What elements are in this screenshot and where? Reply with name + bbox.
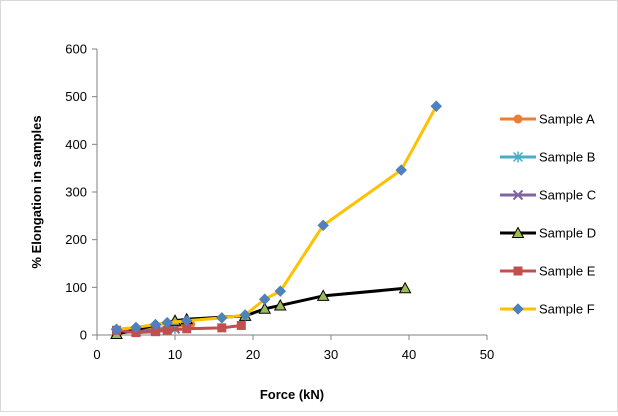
legend-label: Sample E bbox=[539, 264, 596, 279]
legend-marker bbox=[512, 189, 524, 201]
x-tick-label: 30 bbox=[324, 347, 338, 362]
data-point-sample-f bbox=[274, 285, 287, 298]
legend-item-sample-d: Sample D bbox=[500, 226, 596, 241]
data-point-sample-f bbox=[215, 311, 228, 324]
legend-marker bbox=[511, 226, 525, 238]
legend-label: Sample D bbox=[539, 226, 596, 241]
series-group bbox=[110, 100, 443, 340]
y-tick-label: 100 bbox=[65, 280, 87, 295]
y-tick-label: 400 bbox=[65, 137, 87, 152]
data-point-sample-f bbox=[180, 314, 193, 327]
data-point-sample-f bbox=[239, 309, 252, 321]
legend-item-sample-b: Sample B bbox=[500, 150, 595, 165]
x-tick-label: 10 bbox=[168, 347, 182, 362]
data-point-sample-e bbox=[151, 327, 160, 337]
y-tick-label: 0 bbox=[80, 328, 87, 343]
legend-marker bbox=[513, 266, 523, 276]
y-tick-label: 300 bbox=[65, 185, 87, 200]
y-tick-label: 600 bbox=[65, 42, 87, 57]
axes bbox=[92, 48, 488, 340]
y-tick-label: 500 bbox=[65, 89, 87, 104]
x-tick-label: 0 bbox=[93, 347, 100, 362]
x-tick-label: 20 bbox=[246, 347, 260, 362]
data-point-sample-d bbox=[273, 298, 287, 311]
data-point-sample-d bbox=[398, 281, 412, 294]
legend-item-sample-a: Sample A bbox=[500, 112, 595, 127]
data-point-sample-f bbox=[161, 316, 174, 329]
data-point-sample-f bbox=[130, 321, 142, 334]
data-point-sample-d bbox=[316, 289, 330, 301]
x-axis-title: Force (kN) bbox=[260, 387, 324, 402]
data-point-sample-e bbox=[162, 325, 172, 335]
legend-item-sample-f: Sample F bbox=[500, 302, 595, 317]
legend-marker bbox=[513, 114, 523, 124]
data-point-sample-d bbox=[258, 302, 272, 314]
legend-marker bbox=[512, 303, 524, 315]
data-point-sample-f bbox=[258, 293, 271, 306]
legend-label: Sample B bbox=[539, 150, 595, 165]
x-tick-label: 40 bbox=[402, 347, 416, 362]
data-point-sample-f bbox=[110, 323, 123, 336]
data-point-sample-e bbox=[217, 323, 227, 333]
legend-marker bbox=[512, 151, 524, 163]
data-point-sample-f bbox=[149, 318, 162, 331]
legend-item-sample-e: Sample E bbox=[500, 264, 596, 279]
legend-label: Sample C bbox=[539, 188, 596, 203]
data-point-sample-f bbox=[430, 100, 443, 113]
legend: Sample A Sample B Sample C Sample D Sample E… bbox=[500, 112, 596, 317]
x-tick-label: 50 bbox=[480, 347, 494, 362]
data-point-sample-f bbox=[317, 219, 330, 232]
legend-item-sample-c: Sample C bbox=[500, 188, 596, 203]
tick-labels: 0 100 200 300 400 500 600 0 10 20 30 40 50 bbox=[65, 42, 494, 363]
data-point-sample-e bbox=[236, 320, 246, 330]
legend-label: Sample A bbox=[539, 112, 595, 127]
series-sample-f bbox=[110, 100, 443, 336]
series-line-sample-f bbox=[116, 105, 438, 331]
data-point-sample-f bbox=[395, 164, 408, 176]
y-axis-title: % Elongation in samples bbox=[29, 115, 44, 268]
legend-label: Sample F bbox=[539, 302, 595, 317]
y-tick-label: 200 bbox=[65, 232, 87, 247]
data-point-sample-e bbox=[182, 324, 192, 334]
